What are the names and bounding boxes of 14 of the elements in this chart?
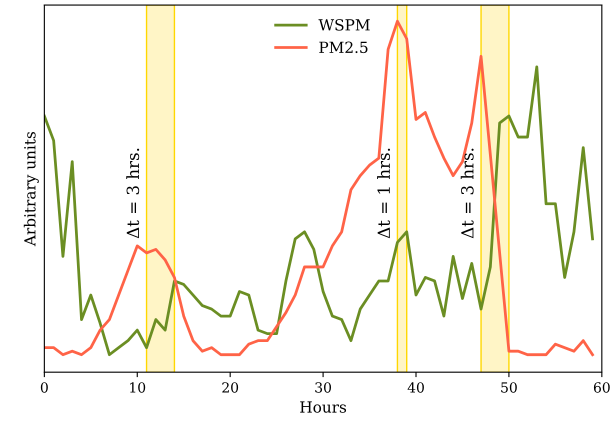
x-tick-label: 10 — [130, 382, 146, 393]
legend-label: WSPM — [318, 19, 370, 31]
x-tick-label: 50 — [501, 382, 517, 393]
x-tick-label: 60 — [594, 382, 610, 393]
legend-label: PM2.5 — [319, 42, 368, 54]
annotation: Δt = 3 hrs. — [460, 148, 474, 238]
x-tick-label: 40 — [408, 382, 424, 393]
x-axis-title: Hours — [300, 401, 346, 413]
annotation: Δt = 3 hrs. — [126, 148, 140, 238]
x-tick-label: 0 — [40, 382, 48, 393]
x-tick-label: 30 — [315, 382, 332, 393]
annotation: Δt = 1 hrs. — [377, 148, 390, 238]
x-tick-label: 20 — [222, 382, 238, 393]
y-axis-title: Arbitrary units — [24, 132, 39, 246]
